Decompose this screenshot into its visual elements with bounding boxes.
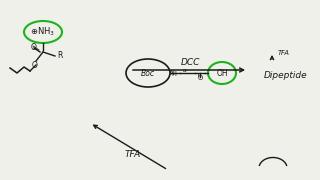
- Text: $\alpha$: $\alpha$: [182, 67, 188, 74]
- Text: O: O: [31, 44, 37, 53]
- Text: TFA: TFA: [278, 50, 290, 56]
- Text: Boc: Boc: [141, 69, 155, 78]
- Text: H: H: [172, 71, 176, 77]
- Text: TFA: TFA: [125, 150, 141, 159]
- Text: O: O: [197, 75, 203, 81]
- Text: OH: OH: [216, 69, 228, 78]
- Text: Dipeptide: Dipeptide: [264, 71, 308, 80]
- Text: O: O: [32, 61, 38, 70]
- Text: $\oplus$NH$_3$: $\oplus$NH$_3$: [30, 26, 54, 38]
- Text: N: N: [170, 70, 174, 76]
- Text: DCC: DCC: [180, 58, 200, 67]
- Text: R: R: [57, 51, 62, 60]
